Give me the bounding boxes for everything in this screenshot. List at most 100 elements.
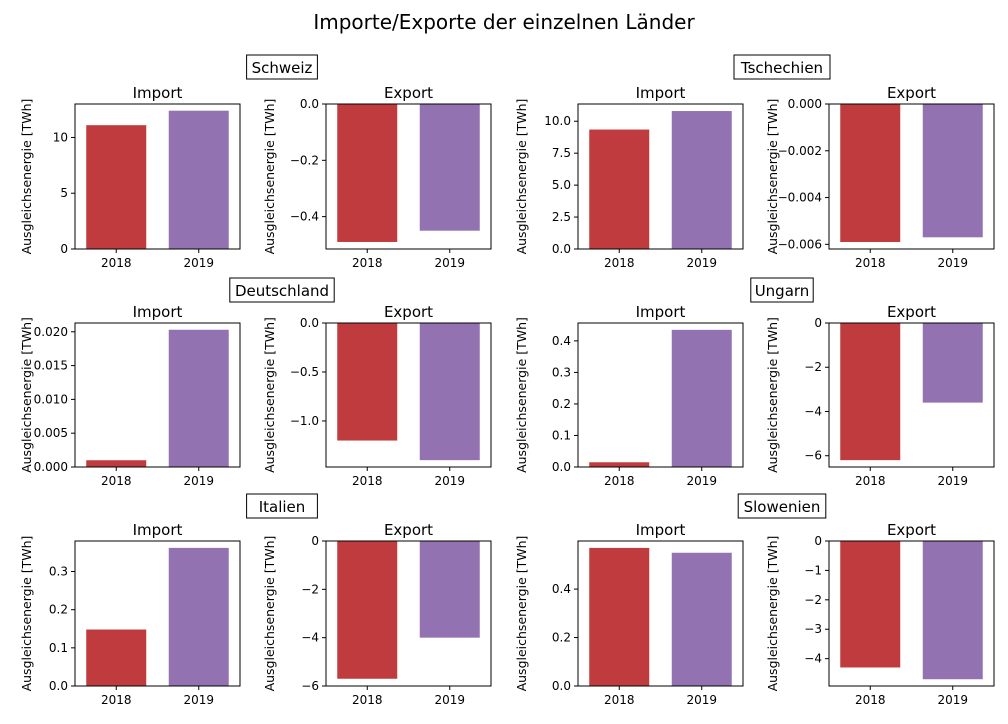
plot-frame: [74, 540, 241, 687]
y-axis-label: Ausgleichsenergie [TWh]: [765, 99, 780, 255]
bar-2019: [922, 104, 983, 238]
x-tick-label: 2018: [604, 256, 635, 270]
y-tick-label: −0.004: [778, 191, 822, 205]
subplot-title: Import: [636, 84, 686, 102]
country-label-box: [246, 493, 318, 519]
subplot-tschechien-import: Tschechien Import 2018 2019 0.0 2.5 5.0 7.5 10.0…: [514, 54, 831, 270]
subplot-title: Export: [887, 303, 936, 321]
subplot-title: Export: [887, 84, 936, 102]
y-tick-label: 0: [60, 242, 68, 256]
y-tick-label: −1: [804, 563, 822, 577]
y-tick-label: 0.2: [49, 603, 68, 617]
bar-2018: [337, 541, 398, 679]
y-tick-label: 0: [311, 534, 319, 548]
country-label-box: [733, 54, 831, 80]
x-tick-label: 2019: [434, 474, 465, 488]
figure-title: Importe/Exporte der einzelnen Länder: [313, 10, 695, 34]
x-tick-label: 2018: [855, 693, 886, 707]
subplot-tschechien-export: Export 2018 2019 0.000 −0.002 −0.004 −0.006Aus…: [765, 84, 995, 270]
y-tick-label: 0: [814, 316, 822, 330]
country-label-box: [737, 493, 827, 519]
bar-2018: [840, 104, 901, 242]
subplot-title: Import: [133, 303, 183, 321]
x-tick-label: 2019: [434, 693, 465, 707]
x-tick-label: 2019: [686, 256, 717, 270]
plot-frame: [74, 322, 241, 468]
y-tick-label: −3: [804, 622, 822, 636]
x-tick-label: 2018: [352, 474, 383, 488]
y-tick-label: −0.002: [778, 144, 822, 158]
y-tick-label: −0.5: [290, 365, 319, 379]
x-tick-label: 2018: [604, 474, 635, 488]
y-tick-label: 0.000: [788, 97, 822, 111]
y-tick-label: 0.0: [300, 316, 319, 330]
y-tick-label: −2: [804, 593, 822, 607]
y-tick-label: 0.3: [552, 365, 571, 379]
bar-2019: [671, 552, 732, 686]
subplot-ungarn-import: Ungarn Import 2018 2019 0.0 0.1 0.2 0.3 0.4 Ausgl…: [514, 277, 814, 488]
bar-2018: [840, 541, 901, 668]
subplot-title: Export: [887, 521, 936, 539]
bar-2019: [419, 323, 480, 461]
bar-2018: [589, 547, 650, 686]
subplot-title: Import: [133, 84, 183, 102]
y-axis-label: Ausgleichsenergie [TWh]: [19, 99, 34, 255]
country-label-box: [246, 54, 318, 80]
y-axis-label: Ausgleichsenergie [TWh]: [19, 317, 34, 473]
y-tick-label: 0.4: [552, 334, 571, 348]
plot-frame: [577, 103, 744, 250]
y-tick-label: −4: [804, 404, 822, 418]
y-axis-label: Ausgleichsenergie [TWh]: [19, 536, 34, 692]
y-tick-label: 0.0: [49, 679, 68, 693]
y-tick-label: 0.1: [552, 428, 571, 442]
y-tick-label: −1.0: [290, 414, 319, 428]
y-tick-label: 0.0: [300, 97, 319, 111]
y-axis-label: Ausgleichsenergie [TWh]: [262, 317, 277, 473]
country-label: Ungarn: [755, 282, 810, 300]
y-tick-label: 0.000: [34, 460, 68, 474]
subplot-title: Export: [384, 84, 433, 102]
plot-frame: [577, 322, 744, 468]
bar-2019: [922, 541, 983, 680]
bar-2019: [168, 547, 229, 686]
subplot-italien-export: Export 2018 2019 0 −2 −4 −6 Ausgleichsenergie […: [262, 521, 492, 707]
x-tick-label: 2019: [183, 256, 214, 270]
bar-2018: [337, 323, 398, 441]
country-label-box: [750, 277, 814, 303]
x-tick-label: 2019: [937, 693, 968, 707]
y-tick-label: 5: [60, 186, 68, 200]
x-tick-label: 2019: [183, 693, 214, 707]
y-tick-label: 5.0: [552, 178, 571, 192]
country-label-box: [229, 277, 335, 303]
plot-frame: [325, 103, 492, 250]
country-label: Schweiz: [252, 59, 313, 77]
bar-2018: [589, 462, 650, 467]
subplot-slowenien-export: Export 2018 2019 0 −1 −2 −3 −4 Ausgleichsenergie…: [765, 521, 995, 707]
bar-2018: [86, 125, 147, 249]
plot-frame: [828, 322, 995, 468]
country-label: Italien: [259, 498, 306, 516]
bar-2019: [419, 541, 480, 638]
y-tick-label: 0.020: [34, 325, 68, 339]
y-tick-label: 0.005: [34, 426, 68, 440]
y-tick-label: −6: [804, 449, 822, 463]
y-axis-label: Ausgleichsenergie [TWh]: [514, 536, 529, 692]
subplot-title: Import: [133, 521, 183, 539]
x-tick-label: 2019: [183, 474, 214, 488]
x-tick-label: 2019: [686, 693, 717, 707]
y-axis-label: Ausgleichsenergie [TWh]: [262, 99, 277, 255]
x-tick-label: 2018: [604, 693, 635, 707]
subplot-slowenien-import: Slowenien Import 2018 2019 0.0 0.2 0.4 Ausgleic…: [514, 493, 827, 707]
y-tick-label: −2: [804, 360, 822, 374]
y-tick-label: −2: [301, 582, 319, 596]
y-tick-label: 0: [814, 534, 822, 548]
plot-frame: [828, 103, 995, 250]
y-axis-label: Ausgleichsenergie [TWh]: [765, 317, 780, 473]
bar-2019: [419, 104, 480, 231]
y-tick-label: 0.4: [552, 582, 571, 596]
bar-2018: [840, 323, 901, 461]
x-tick-label: 2018: [855, 474, 886, 488]
plot-frame: [325, 540, 492, 687]
bar-2018: [86, 460, 147, 467]
